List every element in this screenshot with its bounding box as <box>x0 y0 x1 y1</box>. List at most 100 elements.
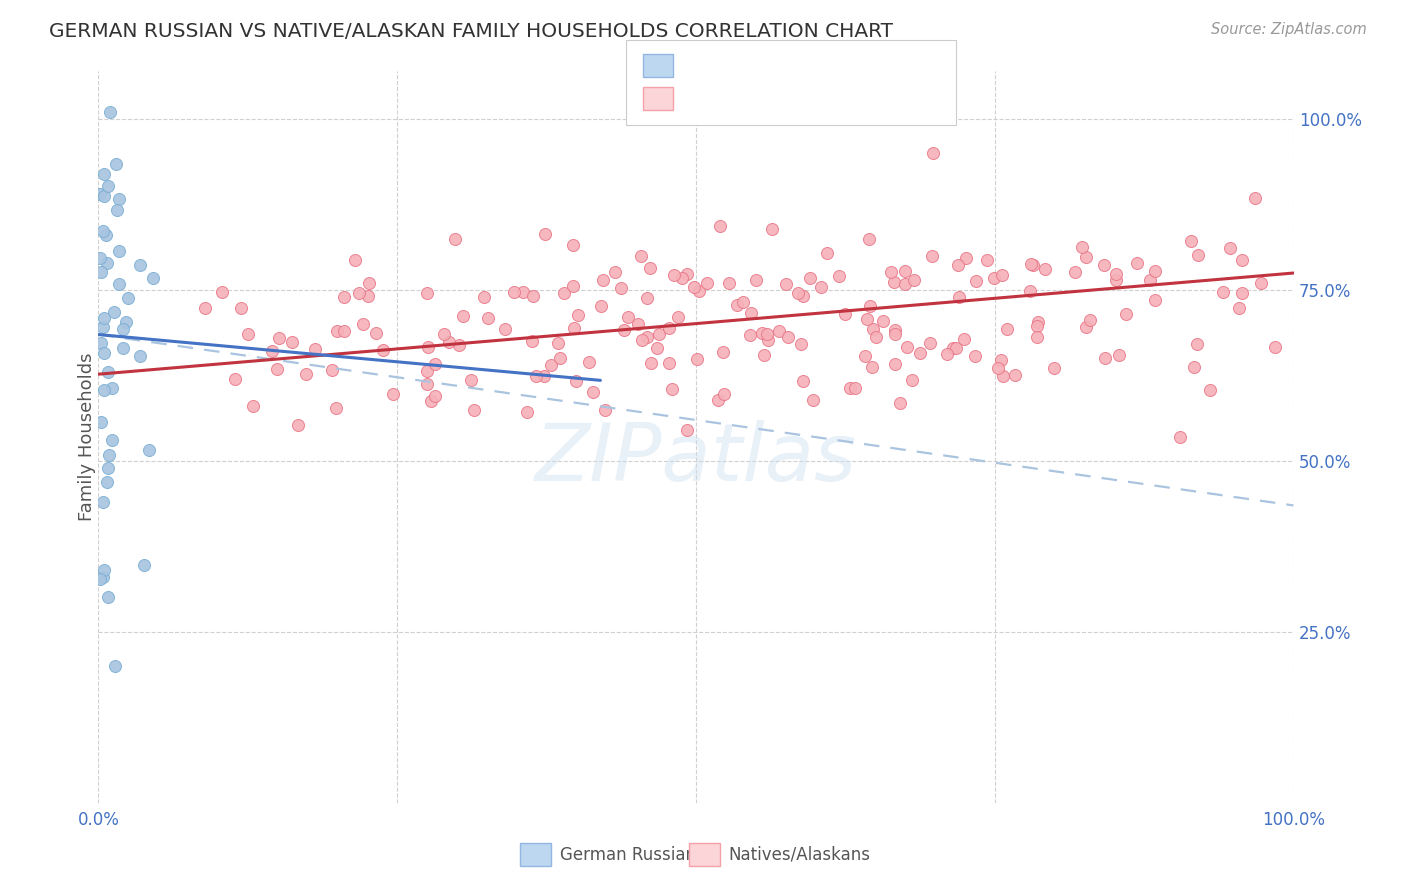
Point <box>1026 315 1049 329</box>
Point <box>295 368 318 382</box>
Point <box>1144 264 1167 278</box>
Point <box>224 372 246 386</box>
Point <box>593 402 616 417</box>
Text: 0.574: 0.574 <box>718 89 775 107</box>
Point <box>952 332 974 346</box>
Point <box>683 280 706 294</box>
Point <box>884 357 907 371</box>
Point <box>1025 319 1047 334</box>
Point <box>418 340 440 354</box>
Point <box>751 326 773 340</box>
Point <box>304 342 326 356</box>
Point <box>592 272 614 286</box>
Point <box>889 395 911 409</box>
Point <box>1105 268 1128 282</box>
Point <box>627 317 650 331</box>
Point <box>1187 248 1209 262</box>
Point <box>858 232 880 246</box>
Point <box>193 301 215 315</box>
Point <box>945 341 967 355</box>
Point <box>1232 286 1254 301</box>
Point <box>745 273 768 287</box>
Point <box>686 352 709 367</box>
Point <box>128 349 150 363</box>
Text: GERMAN RUSSIAN VS NATIVE/ALASKAN FAMILY HOUSEHOLDS CORRELATION CHART: GERMAN RUSSIAN VS NATIVE/ALASKAN FAMILY … <box>49 22 893 41</box>
Point <box>115 315 138 329</box>
Point <box>91 495 114 509</box>
Point <box>828 268 851 283</box>
Point <box>1042 361 1064 376</box>
Point <box>768 325 790 339</box>
Point <box>561 238 583 252</box>
Point <box>477 310 499 325</box>
Point <box>93 189 115 203</box>
Point <box>94 228 117 243</box>
Point <box>101 381 124 395</box>
Point <box>756 333 779 347</box>
Point <box>709 219 731 233</box>
Point <box>591 299 613 313</box>
Point <box>98 105 121 120</box>
Point <box>1092 258 1115 272</box>
Point <box>995 321 1018 335</box>
Point <box>1182 360 1205 375</box>
Point <box>645 341 668 355</box>
Point <box>96 475 118 489</box>
Point <box>1033 261 1056 276</box>
Point <box>865 330 887 344</box>
Point <box>636 291 658 305</box>
Point <box>96 365 118 379</box>
Point <box>756 327 779 342</box>
Point <box>799 270 821 285</box>
Point <box>903 273 925 287</box>
Point <box>1139 273 1161 287</box>
Point <box>420 394 443 409</box>
Point <box>103 304 125 318</box>
Point <box>93 167 115 181</box>
Point <box>267 330 290 344</box>
Point <box>533 227 555 241</box>
Point <box>936 347 959 361</box>
Point <box>894 277 917 291</box>
Point <box>1108 348 1130 362</box>
Point <box>260 343 283 358</box>
Point <box>859 299 882 313</box>
Point <box>444 232 467 246</box>
Point <box>1105 273 1128 287</box>
Text: Natives/Alaskans: Natives/Alaskans <box>728 846 870 863</box>
Point <box>733 294 755 309</box>
Point <box>472 290 495 304</box>
Point <box>93 310 115 325</box>
Point <box>494 322 516 336</box>
Point <box>540 358 562 372</box>
Text: 197: 197 <box>823 89 860 107</box>
Point <box>132 558 155 572</box>
Point <box>108 277 131 291</box>
Point <box>548 351 571 365</box>
Point <box>108 192 131 206</box>
Point <box>711 345 734 359</box>
Point <box>111 322 134 336</box>
Point <box>93 346 115 360</box>
Text: German Russians: German Russians <box>560 846 704 863</box>
Point <box>630 249 652 263</box>
Point <box>603 265 626 279</box>
Point <box>658 356 681 370</box>
Point <box>1022 258 1045 272</box>
Point <box>752 348 775 362</box>
Point <box>512 285 534 299</box>
Point <box>1232 253 1254 268</box>
Point <box>1168 430 1191 444</box>
Point <box>613 322 636 336</box>
Point <box>908 346 931 360</box>
Point <box>112 341 135 355</box>
Text: -0.096: -0.096 <box>718 56 783 74</box>
Point <box>901 373 924 387</box>
Point <box>98 448 121 462</box>
Point <box>437 335 460 350</box>
Point <box>416 376 439 391</box>
Point <box>447 338 470 352</box>
Point <box>792 289 814 303</box>
Point <box>533 368 555 383</box>
Point <box>211 285 233 299</box>
